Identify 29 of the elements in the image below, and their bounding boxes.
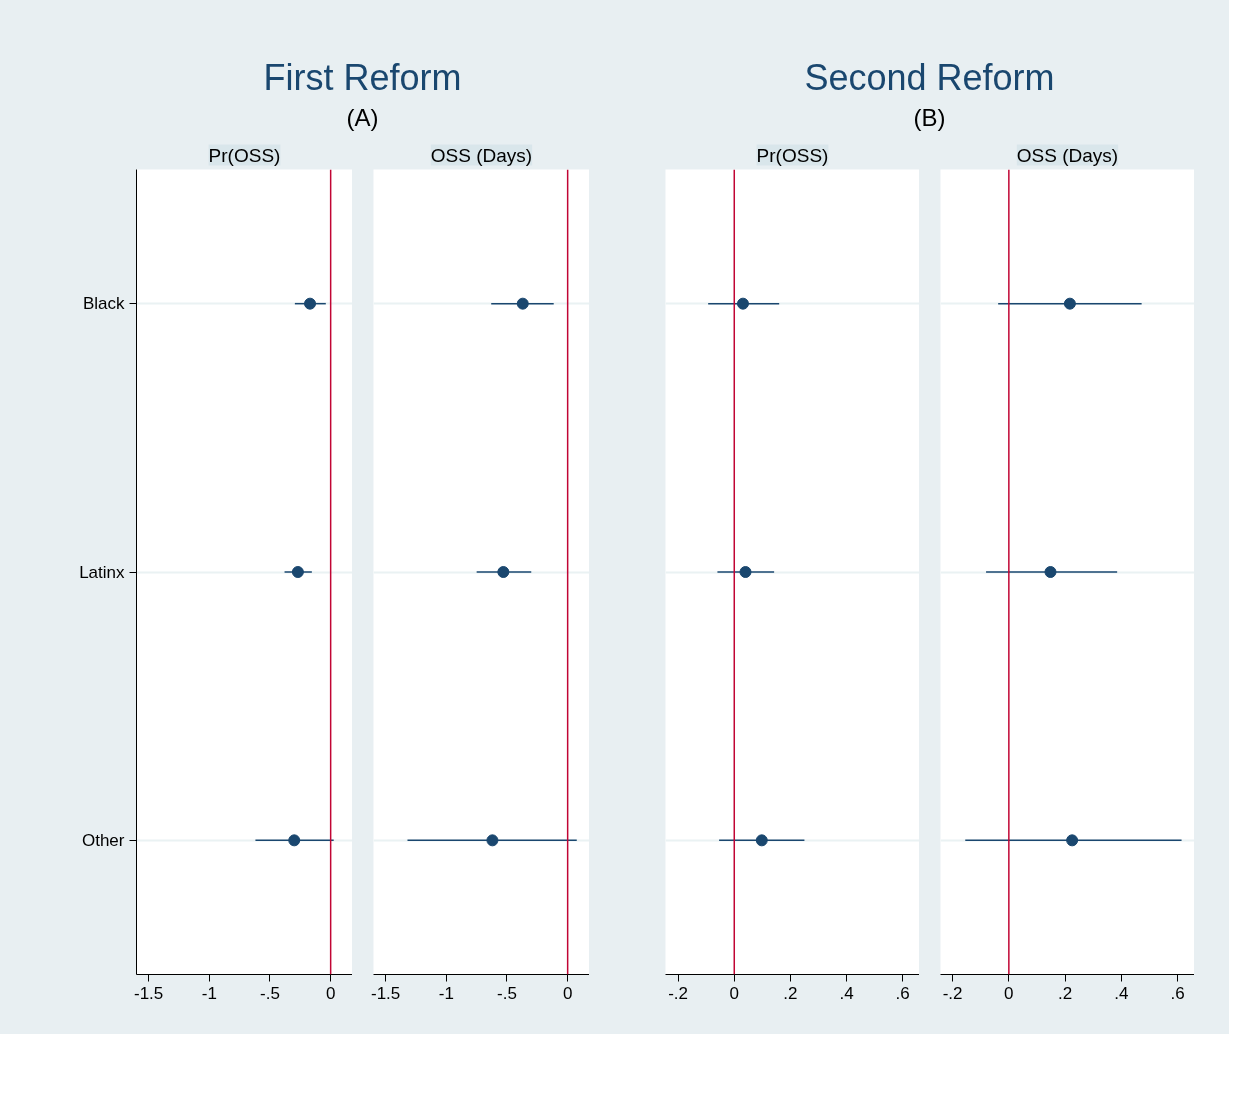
- x-tick-label: .2: [1058, 983, 1073, 1003]
- chart-title: OSS (Days): [1016, 144, 1119, 166]
- x-tick-label: -1.5: [133, 983, 164, 1003]
- x-tick-label: -.2: [668, 983, 689, 1003]
- x-tick-label: -1.5: [370, 983, 401, 1003]
- y-tick-label: Black: [82, 294, 125, 314]
- x-tick-label: 0: [562, 983, 573, 1003]
- text: (A): [345, 102, 380, 133]
- x-tick-label: -.5: [497, 983, 517, 1003]
- x-tick-label: .4: [839, 983, 854, 1003]
- x-tick-label: -1: [201, 983, 217, 1003]
- x-tick-label: -.2: [942, 983, 963, 1003]
- text: Second Reform: [804, 56, 1055, 100]
- y-tick-label: Latinx: [79, 562, 125, 582]
- chart-title: Pr(OSS): [208, 144, 281, 166]
- text: First Reform: [263, 56, 462, 100]
- x-tick-label: 0: [1004, 983, 1014, 1003]
- x-tick-label: .4: [1114, 983, 1129, 1003]
- y-tick-label: Other: [81, 830, 125, 850]
- x-tick-label: 0: [729, 983, 739, 1003]
- x-tick-label: .2: [783, 983, 798, 1003]
- x-tick-label: .6: [1170, 983, 1185, 1003]
- text: (B): [912, 102, 947, 133]
- chart-title: Pr(OSS): [756, 144, 829, 166]
- chart-title: OSS (Days): [430, 144, 533, 166]
- x-tick-label: -.5: [260, 983, 280, 1003]
- x-tick-label: 0: [325, 983, 336, 1003]
- x-tick-label: .6: [895, 983, 910, 1003]
- x-tick-label: -1: [438, 983, 454, 1003]
